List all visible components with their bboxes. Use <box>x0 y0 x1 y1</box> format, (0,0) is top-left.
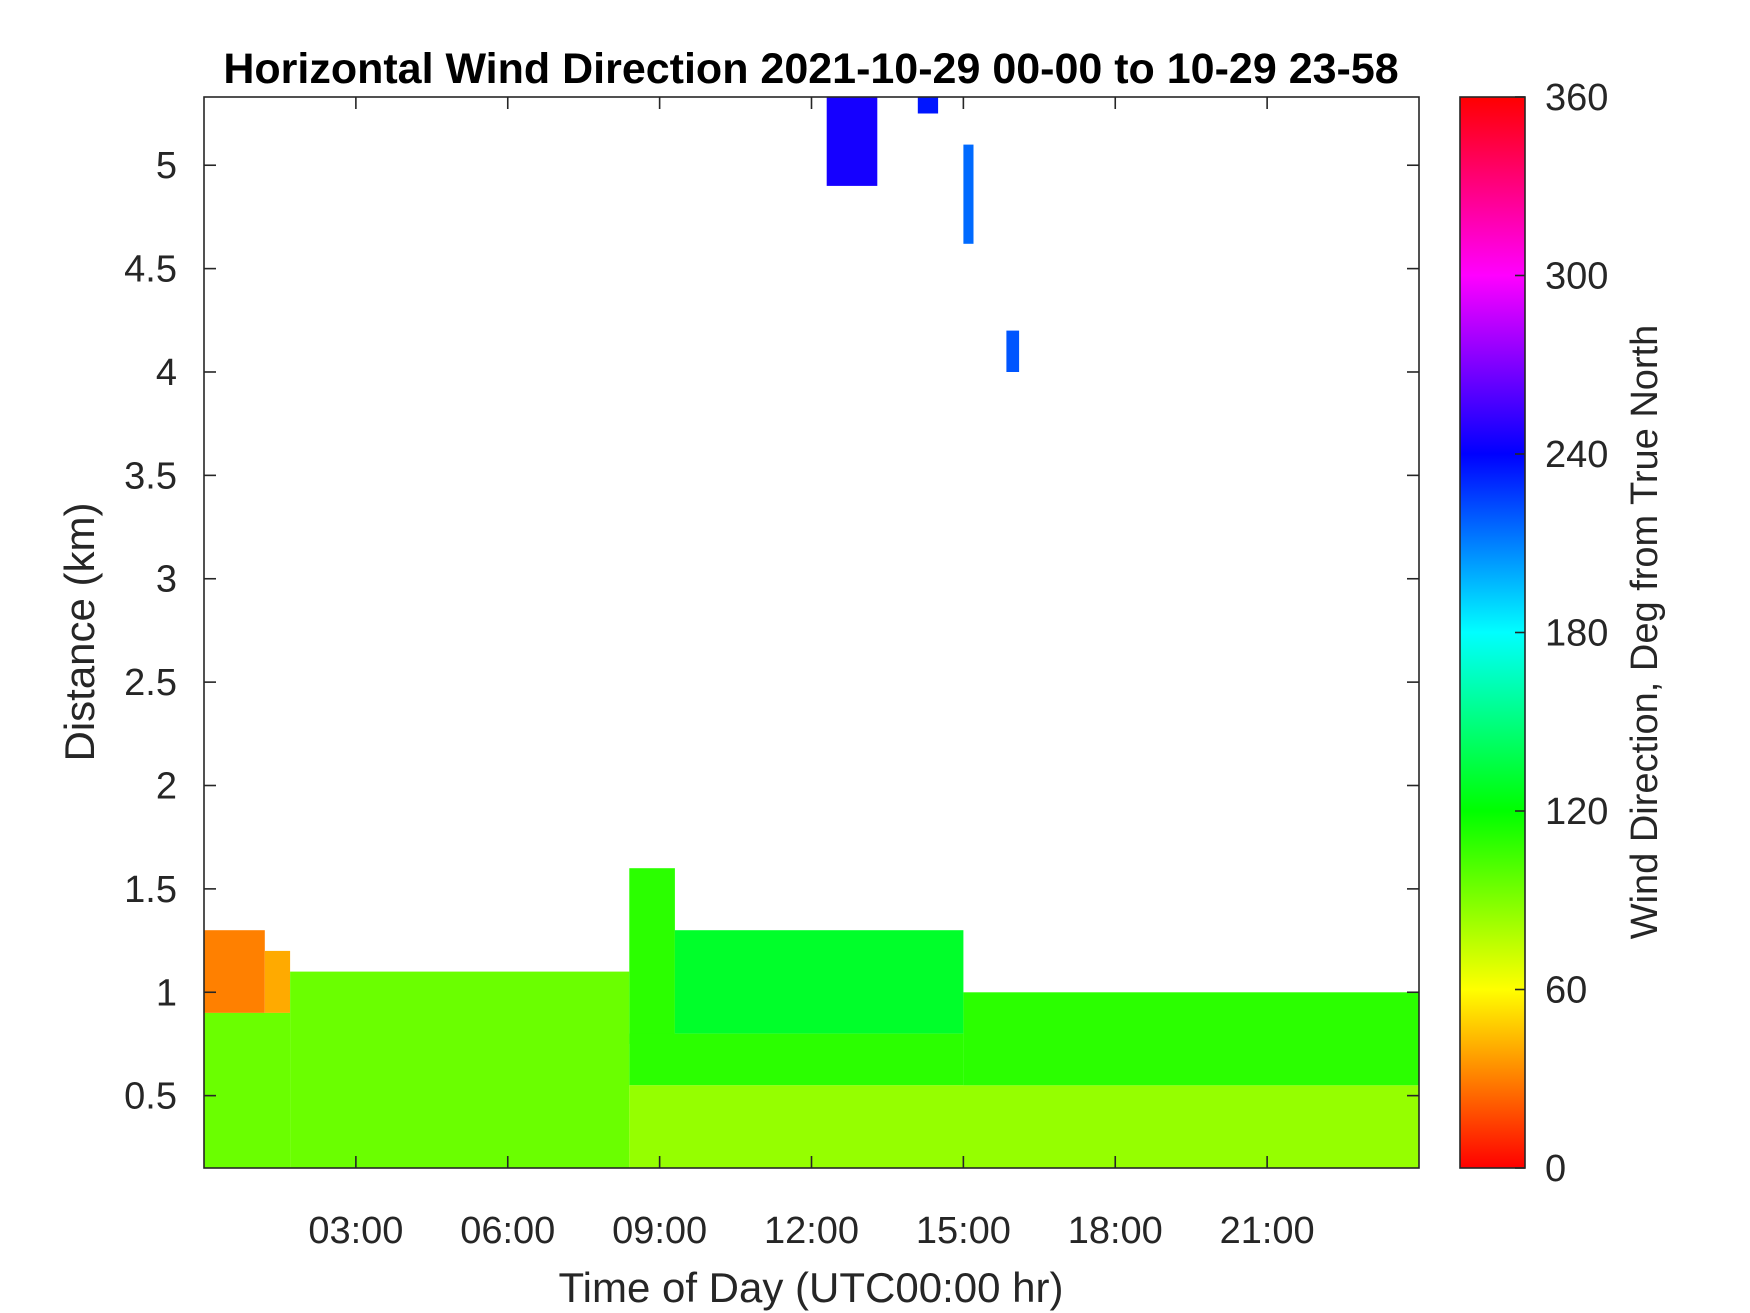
heatmap-region <box>290 971 630 1168</box>
y-tick-label: 5 <box>156 145 177 187</box>
heatmap-region <box>204 930 265 1013</box>
y-tick-label: 3.5 <box>124 455 177 497</box>
x-axis: 03:00 06:00 09:00 12:00 15:00 18:00 21:00 <box>308 97 1315 1252</box>
heatmap-region <box>826 97 878 186</box>
y-tick-label: 1 <box>156 972 177 1014</box>
y-tick-label: 1.5 <box>124 869 177 911</box>
y-tick-label: 4 <box>156 352 177 394</box>
y-tick-label: 0.5 <box>124 1076 177 1118</box>
y-tick-label: 2.5 <box>124 662 177 704</box>
x-tick-label: 18:00 <box>1068 1210 1163 1252</box>
heatmap-region <box>674 930 964 1034</box>
colorbar <box>1459 96 1526 1169</box>
colorbar-tick-label: 0 <box>1545 1148 1566 1190</box>
x-axis-label: Time of Day (UTC00:00 hr) <box>559 1264 1064 1311</box>
colorbar-tick-label: 240 <box>1545 434 1608 476</box>
colorbar-tick-label: 120 <box>1545 791 1608 833</box>
y-tick-label: 2 <box>156 766 177 808</box>
colorbar-tick-label: 60 <box>1545 970 1587 1012</box>
colorbar-label: Wind Direction, Deg from True North <box>1624 325 1666 940</box>
x-tick-label: 06:00 <box>460 1210 555 1252</box>
chart-title: Horizontal Wind Direction 2021-10-29 00-… <box>223 45 1398 93</box>
heatmap-region <box>629 1085 1419 1168</box>
x-tick-label: 12:00 <box>764 1210 859 1252</box>
heatmap-region <box>917 97 939 114</box>
colorbar-tick-label: 180 <box>1545 613 1608 655</box>
y-axis-label: Distance (km) <box>56 502 103 761</box>
colorbar-tick-label: 300 <box>1545 256 1608 298</box>
heatmap-region <box>1006 330 1020 372</box>
y-tick-label: 4.5 <box>124 249 177 291</box>
x-tick-label: 21:00 <box>1220 1210 1315 1252</box>
heatmap-layer <box>204 97 1419 1168</box>
y-tick-label: 3 <box>156 559 177 601</box>
heatmap-region <box>963 992 1419 1086</box>
heatmap-region <box>629 1033 964 1086</box>
heatmap-region <box>629 868 675 1044</box>
x-tick-label: 09:00 <box>612 1210 707 1252</box>
x-tick-label: 03:00 <box>308 1210 403 1252</box>
y-axis: 0.5 1 1.5 2 2.5 3 3.5 4 4.5 5 <box>124 145 1419 1118</box>
colorbar-axis: 0 60 120 180 240 300 360 <box>1515 77 1608 1190</box>
heatmap-region <box>264 950 291 1013</box>
heatmap-region <box>963 144 974 244</box>
heatmap-region <box>204 1012 291 1168</box>
x-tick-label: 15:00 <box>916 1210 1011 1252</box>
colorbar-tick-label: 360 <box>1545 77 1608 119</box>
